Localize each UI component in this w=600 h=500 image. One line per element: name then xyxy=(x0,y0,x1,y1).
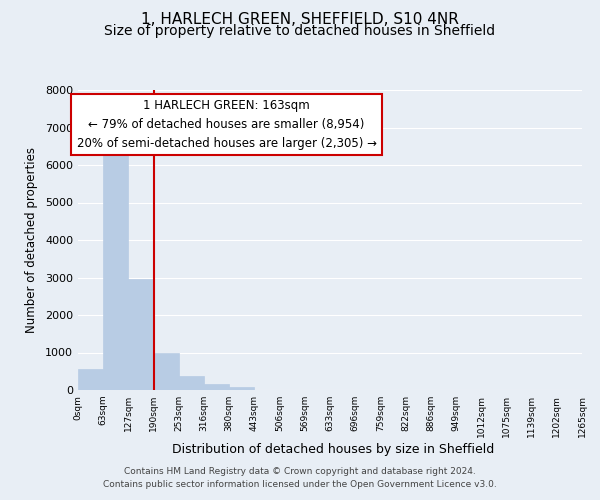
Y-axis label: Number of detached properties: Number of detached properties xyxy=(25,147,38,333)
Text: Size of property relative to detached houses in Sheffield: Size of property relative to detached ho… xyxy=(104,24,496,38)
Text: Contains public sector information licensed under the Open Government Licence v3: Contains public sector information licen… xyxy=(103,480,497,489)
Bar xyxy=(154,353,179,390)
Text: Distribution of detached houses by size in Sheffield: Distribution of detached houses by size … xyxy=(172,442,494,456)
Bar xyxy=(128,280,154,390)
Bar xyxy=(229,387,254,390)
Bar xyxy=(179,376,204,390)
Text: 1 HARLECH GREEN: 163sqm
← 79% of detached houses are smaller (8,954)
20% of semi: 1 HARLECH GREEN: 163sqm ← 79% of detache… xyxy=(77,99,377,150)
Bar xyxy=(78,369,103,390)
Bar xyxy=(103,150,128,390)
Text: 1, HARLECH GREEN, SHEFFIELD, S10 4NR: 1, HARLECH GREEN, SHEFFIELD, S10 4NR xyxy=(141,12,459,28)
Text: Contains HM Land Registry data © Crown copyright and database right 2024.: Contains HM Land Registry data © Crown c… xyxy=(124,467,476,476)
Bar xyxy=(204,384,229,390)
